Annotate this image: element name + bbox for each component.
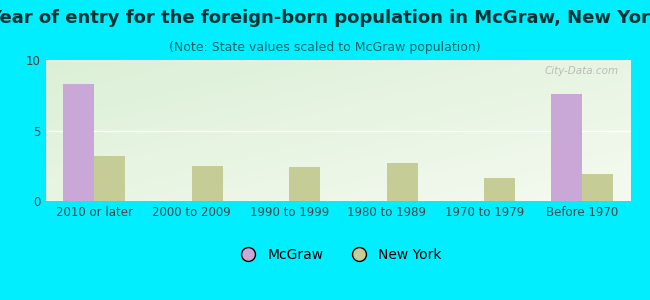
Bar [582, 174, 613, 201]
Legend: McGraw, New York: McGraw, New York [229, 242, 447, 267]
Text: City-Data.com: City-Data.com [545, 66, 619, 76]
Text: Year of entry for the foreign-born population in McGraw, New York: Year of entry for the foreign-born popul… [0, 9, 650, 27]
Bar [63, 84, 94, 201]
Bar [387, 163, 418, 201]
Text: (Note: State values scaled to McGraw population): (Note: State values scaled to McGraw pop… [169, 40, 481, 53]
Bar [94, 156, 125, 201]
Bar [551, 94, 582, 201]
Bar [484, 178, 515, 201]
Bar [192, 166, 223, 201]
Bar [289, 167, 320, 201]
